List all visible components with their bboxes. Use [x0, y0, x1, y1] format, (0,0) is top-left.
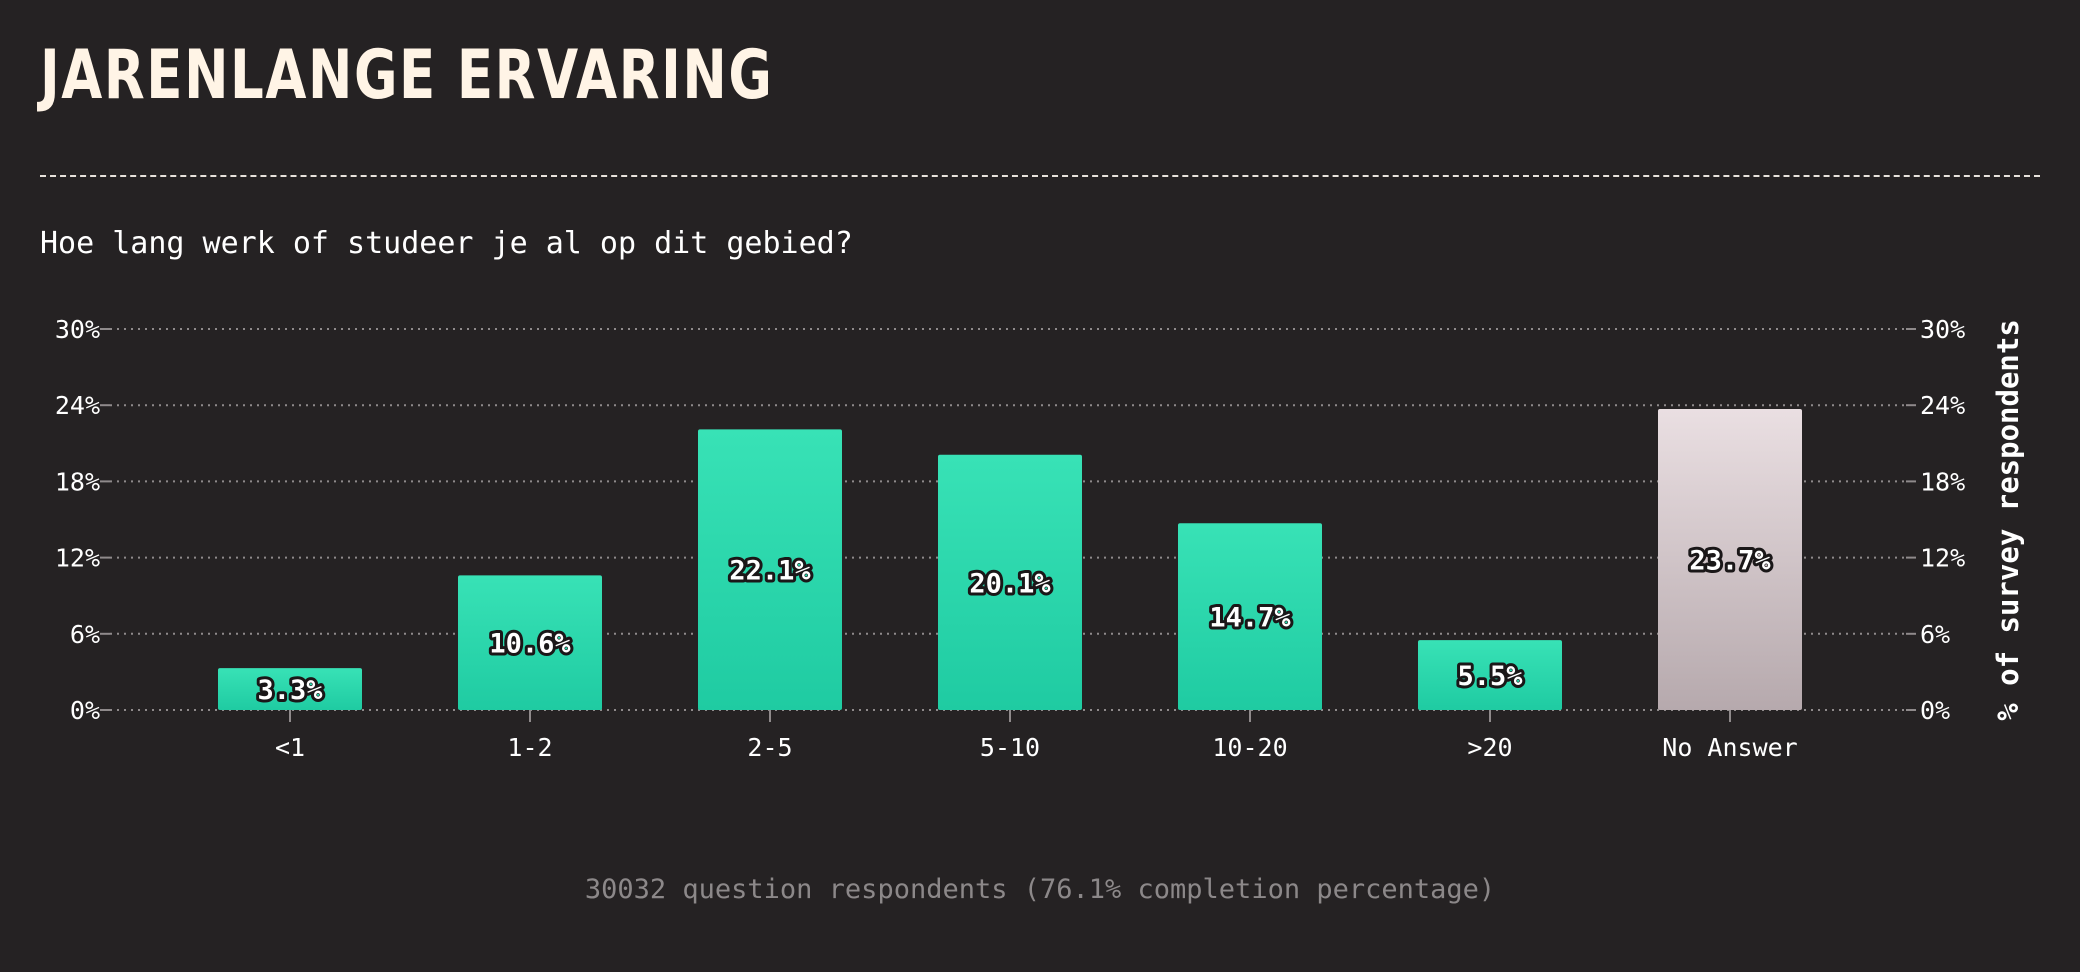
- survey-question: Hoe lang werk of studeer je al op dit ge…: [40, 226, 853, 261]
- y-tick-label-right: 24%: [1920, 391, 1965, 420]
- respondents-note: 30032 question respondents (76.1% comple…: [584, 874, 1496, 905]
- page-title: JARENLANGE ERVARING: [40, 36, 774, 115]
- x-tick-label: 10-20: [1212, 733, 1287, 762]
- y-tick-label-left: 24%: [55, 391, 100, 420]
- y-tick-label-right: 0%: [1920, 696, 1950, 725]
- y-tick-label-left: 12%: [55, 544, 100, 573]
- data-label: 20.1%: [969, 568, 1051, 599]
- title-divider: [40, 175, 2040, 177]
- data-label: 3.3%: [257, 675, 323, 706]
- x-tick-label: No Answer: [1662, 733, 1797, 762]
- bar: [218, 668, 362, 710]
- y-tick-label-left: 6%: [70, 620, 100, 649]
- data-label: 5.5%: [1457, 661, 1523, 692]
- bars: [218, 409, 1802, 710]
- x-tick-label: >20: [1467, 733, 1512, 762]
- data-label: 14.7%: [1209, 603, 1291, 634]
- bar: [1658, 409, 1802, 710]
- y-tick-label-left: 18%: [55, 467, 100, 496]
- bar: [938, 454, 1082, 710]
- bar: [1418, 640, 1562, 710]
- x-axis-ticks: <1 1-2 2-5 5-10 10-20 >20 No Answer: [275, 710, 1798, 762]
- data-label: 22.1%: [729, 556, 811, 587]
- data-labels: 3.3% 10.6% 22.1% 20.1% 14.7% 5.5% 23.7%: [254, 543, 1774, 710]
- y-axis-right-ticks: 0% 6% 12% 18% 24% 30%: [1920, 315, 1965, 725]
- x-tick-label: 1-2: [507, 733, 552, 762]
- x-tick-label: 2-5: [747, 733, 792, 762]
- y-tick-label-right: 18%: [1920, 467, 1965, 496]
- bar: [1178, 523, 1322, 710]
- y-tick-label-left: 30%: [55, 315, 100, 344]
- y-axis-left-ticks: 0% 6% 12% 18% 24% 30%: [55, 315, 100, 725]
- y-axis-label: % of survey respondents: [1991, 319, 2025, 721]
- x-tick-label: <1: [275, 733, 305, 762]
- bar: [458, 575, 602, 710]
- data-label: 10.6%: [489, 629, 571, 660]
- x-tick-label: 5-10: [980, 733, 1040, 762]
- y-tick-label-left: 0%: [70, 696, 100, 725]
- y-tick-label-right: 12%: [1920, 544, 1965, 573]
- y-tick-label-right: 6%: [1920, 620, 1950, 649]
- data-label: 23.7%: [1689, 546, 1771, 577]
- y-tick-label-right: 30%: [1920, 315, 1965, 344]
- bar: [698, 429, 842, 710]
